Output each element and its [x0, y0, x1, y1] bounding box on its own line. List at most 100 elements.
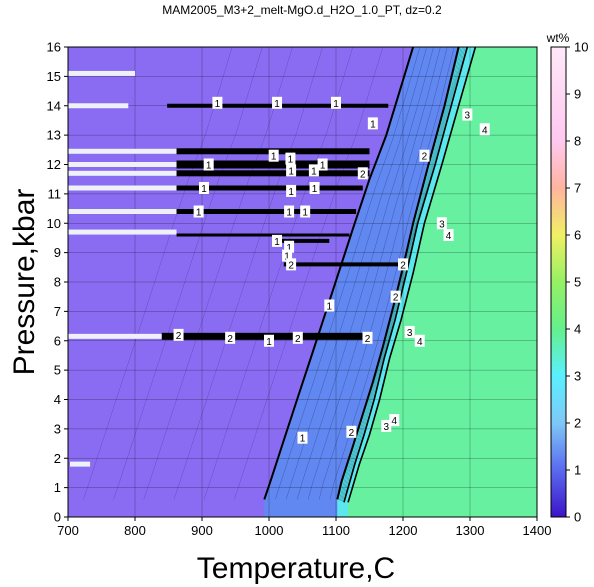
missing-data-streak [68, 209, 177, 214]
contour-label: 2 [346, 425, 357, 439]
x-tick-label: 1300 [456, 523, 485, 538]
contour-level-1 [263, 47, 415, 500]
x-tick-label: 1400 [523, 523, 552, 538]
y-tick-label: 7 [54, 304, 61, 319]
missing-data-streak [68, 229, 177, 235]
x-tick-label: 1100 [322, 523, 350, 538]
contour-label-box [199, 182, 210, 194]
contour-label-box [282, 249, 293, 262]
contour-label-text: 1 [286, 243, 292, 254]
colorbar [550, 46, 567, 518]
minor-contour-line [307, 47, 441, 500]
contour-label-text: 1 [302, 208, 308, 219]
contour-label-box [284, 205, 295, 218]
x-tick-label: 1200 [389, 523, 418, 538]
minor-contour-line [318, 47, 448, 500]
contour-label: 3 [404, 325, 415, 339]
y-tick-label: 15 [47, 69, 61, 84]
contour-label-box [357, 167, 368, 180]
contour-label: 2 [173, 328, 184, 342]
minor-contour-line [296, 47, 434, 500]
x-tick-label: 900 [191, 523, 213, 538]
y-tick-label: 11 [48, 186, 62, 201]
contour-label-text: 1 [266, 337, 272, 348]
minor-contour-line [83, 47, 233, 500]
contour-label: 4 [389, 414, 400, 427]
contour-label: 2 [390, 290, 401, 304]
contour-label: 2 [286, 258, 297, 271]
missing-data-streak [68, 162, 177, 167]
colorbar-tick-label: 3 [574, 369, 581, 384]
contour-label-text: 1 [274, 237, 280, 248]
contour-label-text: 1 [300, 434, 306, 445]
missing-data-streak [68, 103, 129, 109]
contour-label-text: 4 [446, 231, 452, 242]
contour-label: 1 [286, 164, 297, 177]
contour-label: 3 [381, 419, 392, 433]
contour-label-text: 2 [400, 260, 406, 271]
contour-label-box [297, 431, 308, 444]
contour-label: 1 [308, 164, 319, 177]
contour-label: 1 [264, 334, 274, 348]
y-tick-label: 1 [54, 480, 61, 495]
y-tick-label: 9 [54, 245, 61, 260]
contour-streak [176, 233, 350, 237]
contour-label: 2 [419, 149, 430, 163]
contour-label-box [286, 164, 297, 177]
contour-label-text: 1 [201, 184, 207, 195]
contour-label-box [404, 325, 415, 338]
contour-label: 1 [309, 182, 320, 195]
contour-label-box [193, 205, 204, 218]
minor-contour-line [341, 47, 465, 502]
contour-label-box [390, 290, 401, 303]
y-tick-label: 13 [47, 128, 61, 143]
x-tick-label: 700 [57, 523, 79, 538]
x-axis-ticks: 700 800 900 1000 1100 1200 1300 1400 [57, 517, 551, 538]
minor-contour-line [340, 47, 463, 501]
contour-label-box [300, 205, 311, 218]
contour-label-box [285, 152, 296, 165]
contour-label-box [286, 258, 297, 271]
minor-contour-line [342, 47, 466, 502]
missing-data-streak [68, 70, 135, 76]
colorbar-tick-label: 5 [574, 275, 581, 290]
contour-label-text: 3 [439, 219, 445, 230]
contour-streak [176, 209, 357, 214]
contour-label-text: 2 [422, 152, 428, 163]
colorbar-tick-label: 7 [574, 181, 581, 196]
contour-label-box [367, 117, 378, 130]
contour-label-box [414, 334, 425, 347]
contour-label: 1 [324, 299, 335, 313]
contour-label-box [462, 108, 473, 121]
contour-label: 1 [268, 149, 279, 163]
y-tick-label: 8 [54, 275, 61, 290]
missing-data-streak [70, 461, 91, 467]
contour-label: 2 [292, 331, 303, 345]
contour-label: 1 [300, 205, 311, 219]
contour-label: 1 [297, 431, 308, 445]
minor-contour-line [275, 47, 421, 500]
contour-label-text: 4 [482, 125, 488, 136]
missing-data-streaks [68, 70, 177, 467]
contour-label: 2 [398, 258, 408, 271]
minor-contour-line [143, 47, 293, 500]
missing-data-streak [68, 333, 162, 339]
contour-label-text: 1 [311, 166, 317, 177]
contour-label-text: 2 [288, 260, 294, 271]
contour-label: 1 [282, 249, 293, 263]
minor-contour-line [203, 47, 354, 500]
minor-contour-line [285, 47, 427, 500]
contour-label-text: 3 [465, 111, 471, 122]
colorbar-tick-label: 8 [574, 134, 581, 149]
y-tick-label: 14 [47, 98, 61, 113]
contour-label-text: 2 [349, 428, 355, 439]
contour-label: 1 [286, 184, 297, 198]
contour-label-box [268, 149, 279, 162]
contour-label-text: 2 [227, 334, 233, 345]
minor-contours [83, 47, 467, 503]
contour-label-text: 1 [312, 184, 318, 195]
y-tick-label: 10 [47, 216, 61, 231]
contour-label: 3 [436, 217, 447, 230]
